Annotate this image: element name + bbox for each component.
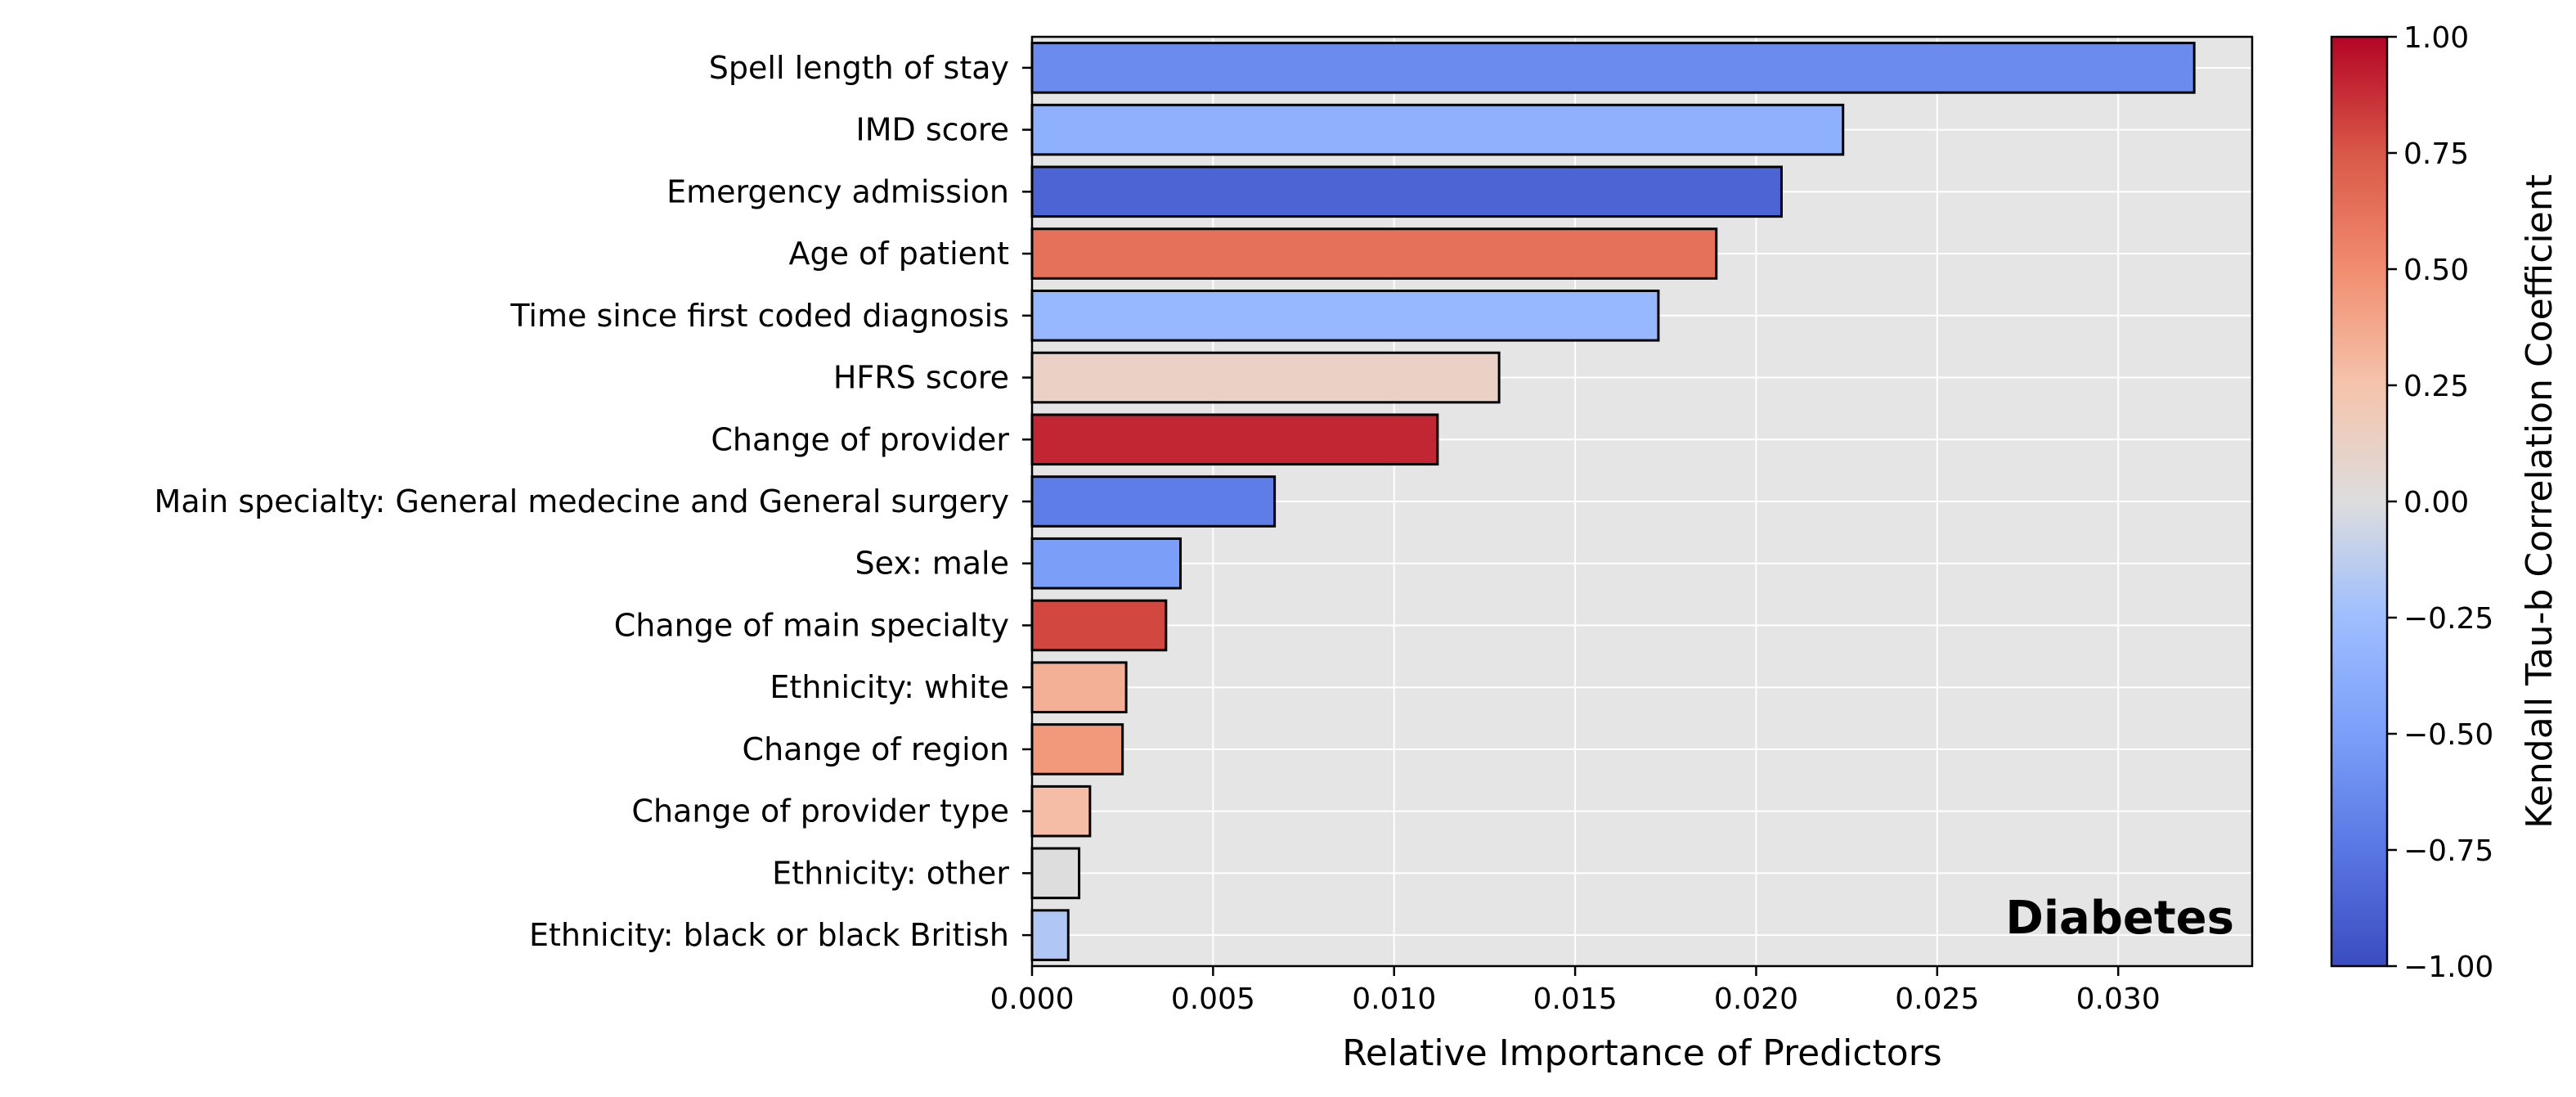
x-tick-label: 0.020 (1714, 982, 1798, 1016)
bar (1030, 351, 1501, 404)
bar (1030, 537, 1183, 590)
bar (1030, 413, 1439, 466)
y-tick-labels: Spell length of stay IMD score Emergency a… (155, 50, 1032, 953)
colorbar (2330, 35, 2389, 968)
y-tick-label: Main specialty: General medecine and Gen… (155, 483, 1009, 519)
x-ticks: 0.000 0.005 0.010 0.015 0.020 0.025 0.030 (990, 966, 2161, 1016)
bar (1030, 42, 2196, 94)
y-tick-label: Change of provider type (631, 794, 1009, 829)
chart-annotation: Diabetes (2005, 892, 2234, 945)
x-tick-label: 0.015 (1533, 982, 1618, 1016)
y-tick-label: HFRS score (833, 360, 1009, 396)
y-tick-label: Change of provider (711, 421, 1009, 457)
x-tick-label: 0.025 (1895, 982, 1979, 1016)
y-tick-label: Spell length of stay (709, 50, 1009, 86)
bar (1030, 661, 1128, 713)
bar (1030, 103, 1845, 156)
colorbar-ticks: 1.00 0.75 0.50 0.25 0.00 −0.25 −0.50 −0.75 −1.00 (2387, 21, 2493, 984)
colorbar-label: Kendall Tau-b Correlation Coefficient (2519, 174, 2560, 829)
bars (1030, 42, 2196, 961)
colorbar-tick-label: 1.00 (2403, 21, 2469, 55)
y-tick-label: Change of main specialty (614, 607, 1009, 643)
y-tick-label: Emergency admission (666, 173, 1009, 209)
y-tick-label: Ethnicity: black or black British (529, 917, 1009, 953)
colorbar-tick-label: 0.00 (2403, 486, 2469, 519)
colorbar-tick-label: −0.50 (2403, 718, 2493, 752)
x-axis-label: Relative Importance of Predictors (1342, 1032, 1941, 1074)
x-tick-label: 0.005 (1171, 982, 1255, 1016)
y-tick-label: IMD score (856, 112, 1009, 148)
colorbar-tick-label: −1.00 (2403, 951, 2493, 984)
y-tick-label: Sex: male (855, 546, 1009, 582)
x-tick-label: 0.000 (990, 982, 1074, 1016)
colorbar-tick-label: 0.25 (2403, 370, 2469, 403)
bar (1030, 227, 1718, 280)
bar (1030, 723, 1124, 776)
colorbar-tick-label: 0.50 (2403, 254, 2469, 287)
bar (1030, 599, 1168, 652)
y-tick-label: Ethnicity: other (772, 855, 1009, 891)
bar (1030, 785, 1092, 838)
bar (1030, 847, 1081, 900)
y-tick-label: Time since first coded diagnosis (509, 298, 1009, 334)
colorbar-tick-label: −0.25 (2403, 602, 2493, 636)
x-tick-label: 0.030 (2076, 982, 2161, 1016)
bar (1030, 909, 1070, 961)
bar (1030, 165, 1783, 218)
y-tick-label: Change of region (743, 731, 1009, 767)
y-tick-label: Ethnicity: white (770, 669, 1009, 705)
colorbar-tick-label: −0.75 (2403, 834, 2493, 868)
bar (1030, 290, 1660, 342)
colorbar-tick-label: 0.75 (2403, 137, 2469, 171)
bar (1030, 475, 1277, 528)
x-tick-label: 0.010 (1352, 982, 1436, 1016)
y-tick-label: Age of patient (788, 236, 1009, 272)
